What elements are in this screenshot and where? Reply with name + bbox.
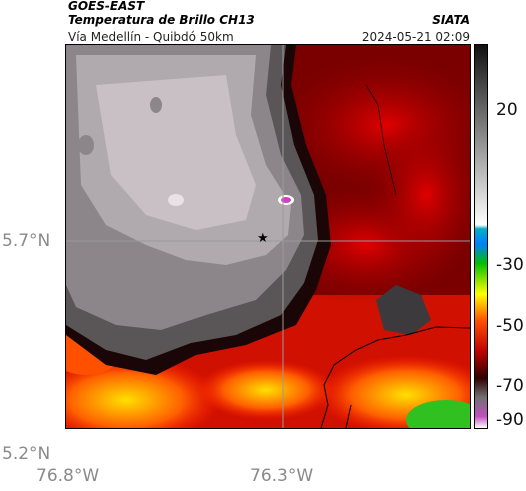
colorbar-tick-label: -30 [496, 255, 524, 275]
location-marker[interactable]: ★ [257, 231, 269, 246]
colorbar-tick-label: -90 [496, 410, 524, 430]
datetime-label: 2024-05-21 02:09 [361, 30, 470, 44]
lon-tick-label: 76.3°W [250, 466, 314, 486]
lat-tick-label: 5.2°N [2, 444, 51, 464]
colorbar-tick-label: 20 [496, 100, 518, 120]
colorbar-tick-label: -70 [496, 376, 524, 396]
colorbar [474, 44, 488, 429]
lon-tick-label: 76.8°W [36, 466, 100, 486]
colorbar-tick-label: -50 [496, 316, 524, 336]
map-title-line1: GOES-EAST [68, 0, 145, 13]
map-title-line2: Temperatura de Brillo CH13 [68, 13, 255, 27]
organization-label: SIATA [432, 13, 470, 27]
map-subtitle: Vía Medellín - Quibdó 50km [68, 30, 234, 44]
lat-tick-label: 5.7°N [2, 231, 51, 251]
satellite-map[interactable]: ★ [65, 44, 471, 429]
satellite-field [66, 45, 470, 428]
